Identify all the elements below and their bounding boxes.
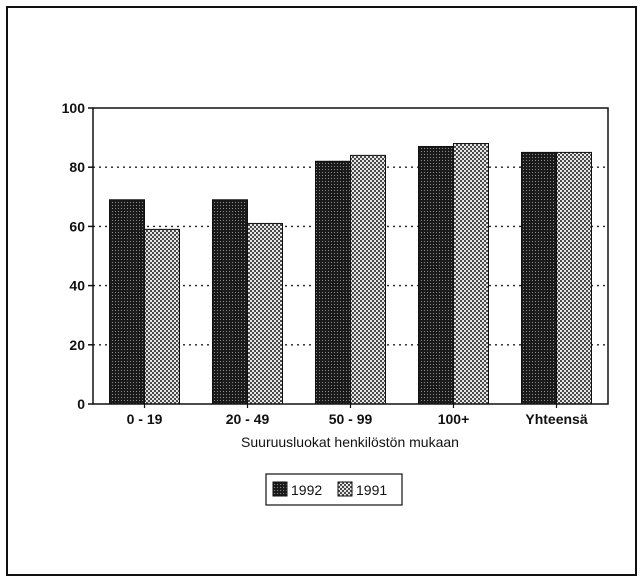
y-tick-label: 60 (69, 218, 85, 234)
y-axis: 0 20 40 60 80 100 (62, 100, 93, 412)
bar-1992-4 (521, 151, 557, 405)
y-tick-label: 100 (62, 100, 86, 116)
legend-swatch-1992 (272, 481, 288, 497)
bar-1991-2 (350, 154, 386, 405)
x-tick-label: 100+ (438, 411, 470, 427)
bar-1992-1 (212, 199, 248, 405)
x-tick-label: 20 - 49 (226, 411, 270, 427)
bar-1992-2 (315, 160, 351, 405)
legend-label-1991: 1991 (356, 482, 387, 498)
legend: 1992 1991 (265, 473, 403, 506)
bar-1992-0 (109, 199, 145, 405)
legend-label-1992: 1992 (291, 482, 322, 498)
bar-1991-0 (144, 228, 180, 405)
bar-1992-3 (418, 145, 454, 405)
bar-1991-4 (556, 151, 592, 405)
legend-box (265, 473, 403, 506)
chart: 0 20 40 60 80 100 0 - 19 20 - 49 50 - 99 100+ Yht… (62, 100, 609, 506)
x-tick-label: 0 - 19 (127, 411, 163, 427)
y-tick-label: 80 (69, 159, 85, 175)
bar-1991-1 (247, 222, 283, 405)
bar-1991-3 (453, 143, 489, 405)
legend-swatch-1991 (337, 481, 353, 497)
y-tick-label: 40 (69, 278, 85, 294)
x-axis-title: Suuruusluokat henkilöstön mukaan (241, 434, 459, 450)
x-tick-label: 50 - 99 (329, 411, 373, 427)
x-axis: 0 - 19 20 - 49 50 - 99 100+ Yhteensä (127, 404, 588, 427)
bars (109, 143, 592, 405)
y-tick-label: 0 (77, 396, 85, 412)
x-tick-label: Yhteensä (525, 411, 587, 427)
y-tick-label: 20 (69, 337, 85, 353)
